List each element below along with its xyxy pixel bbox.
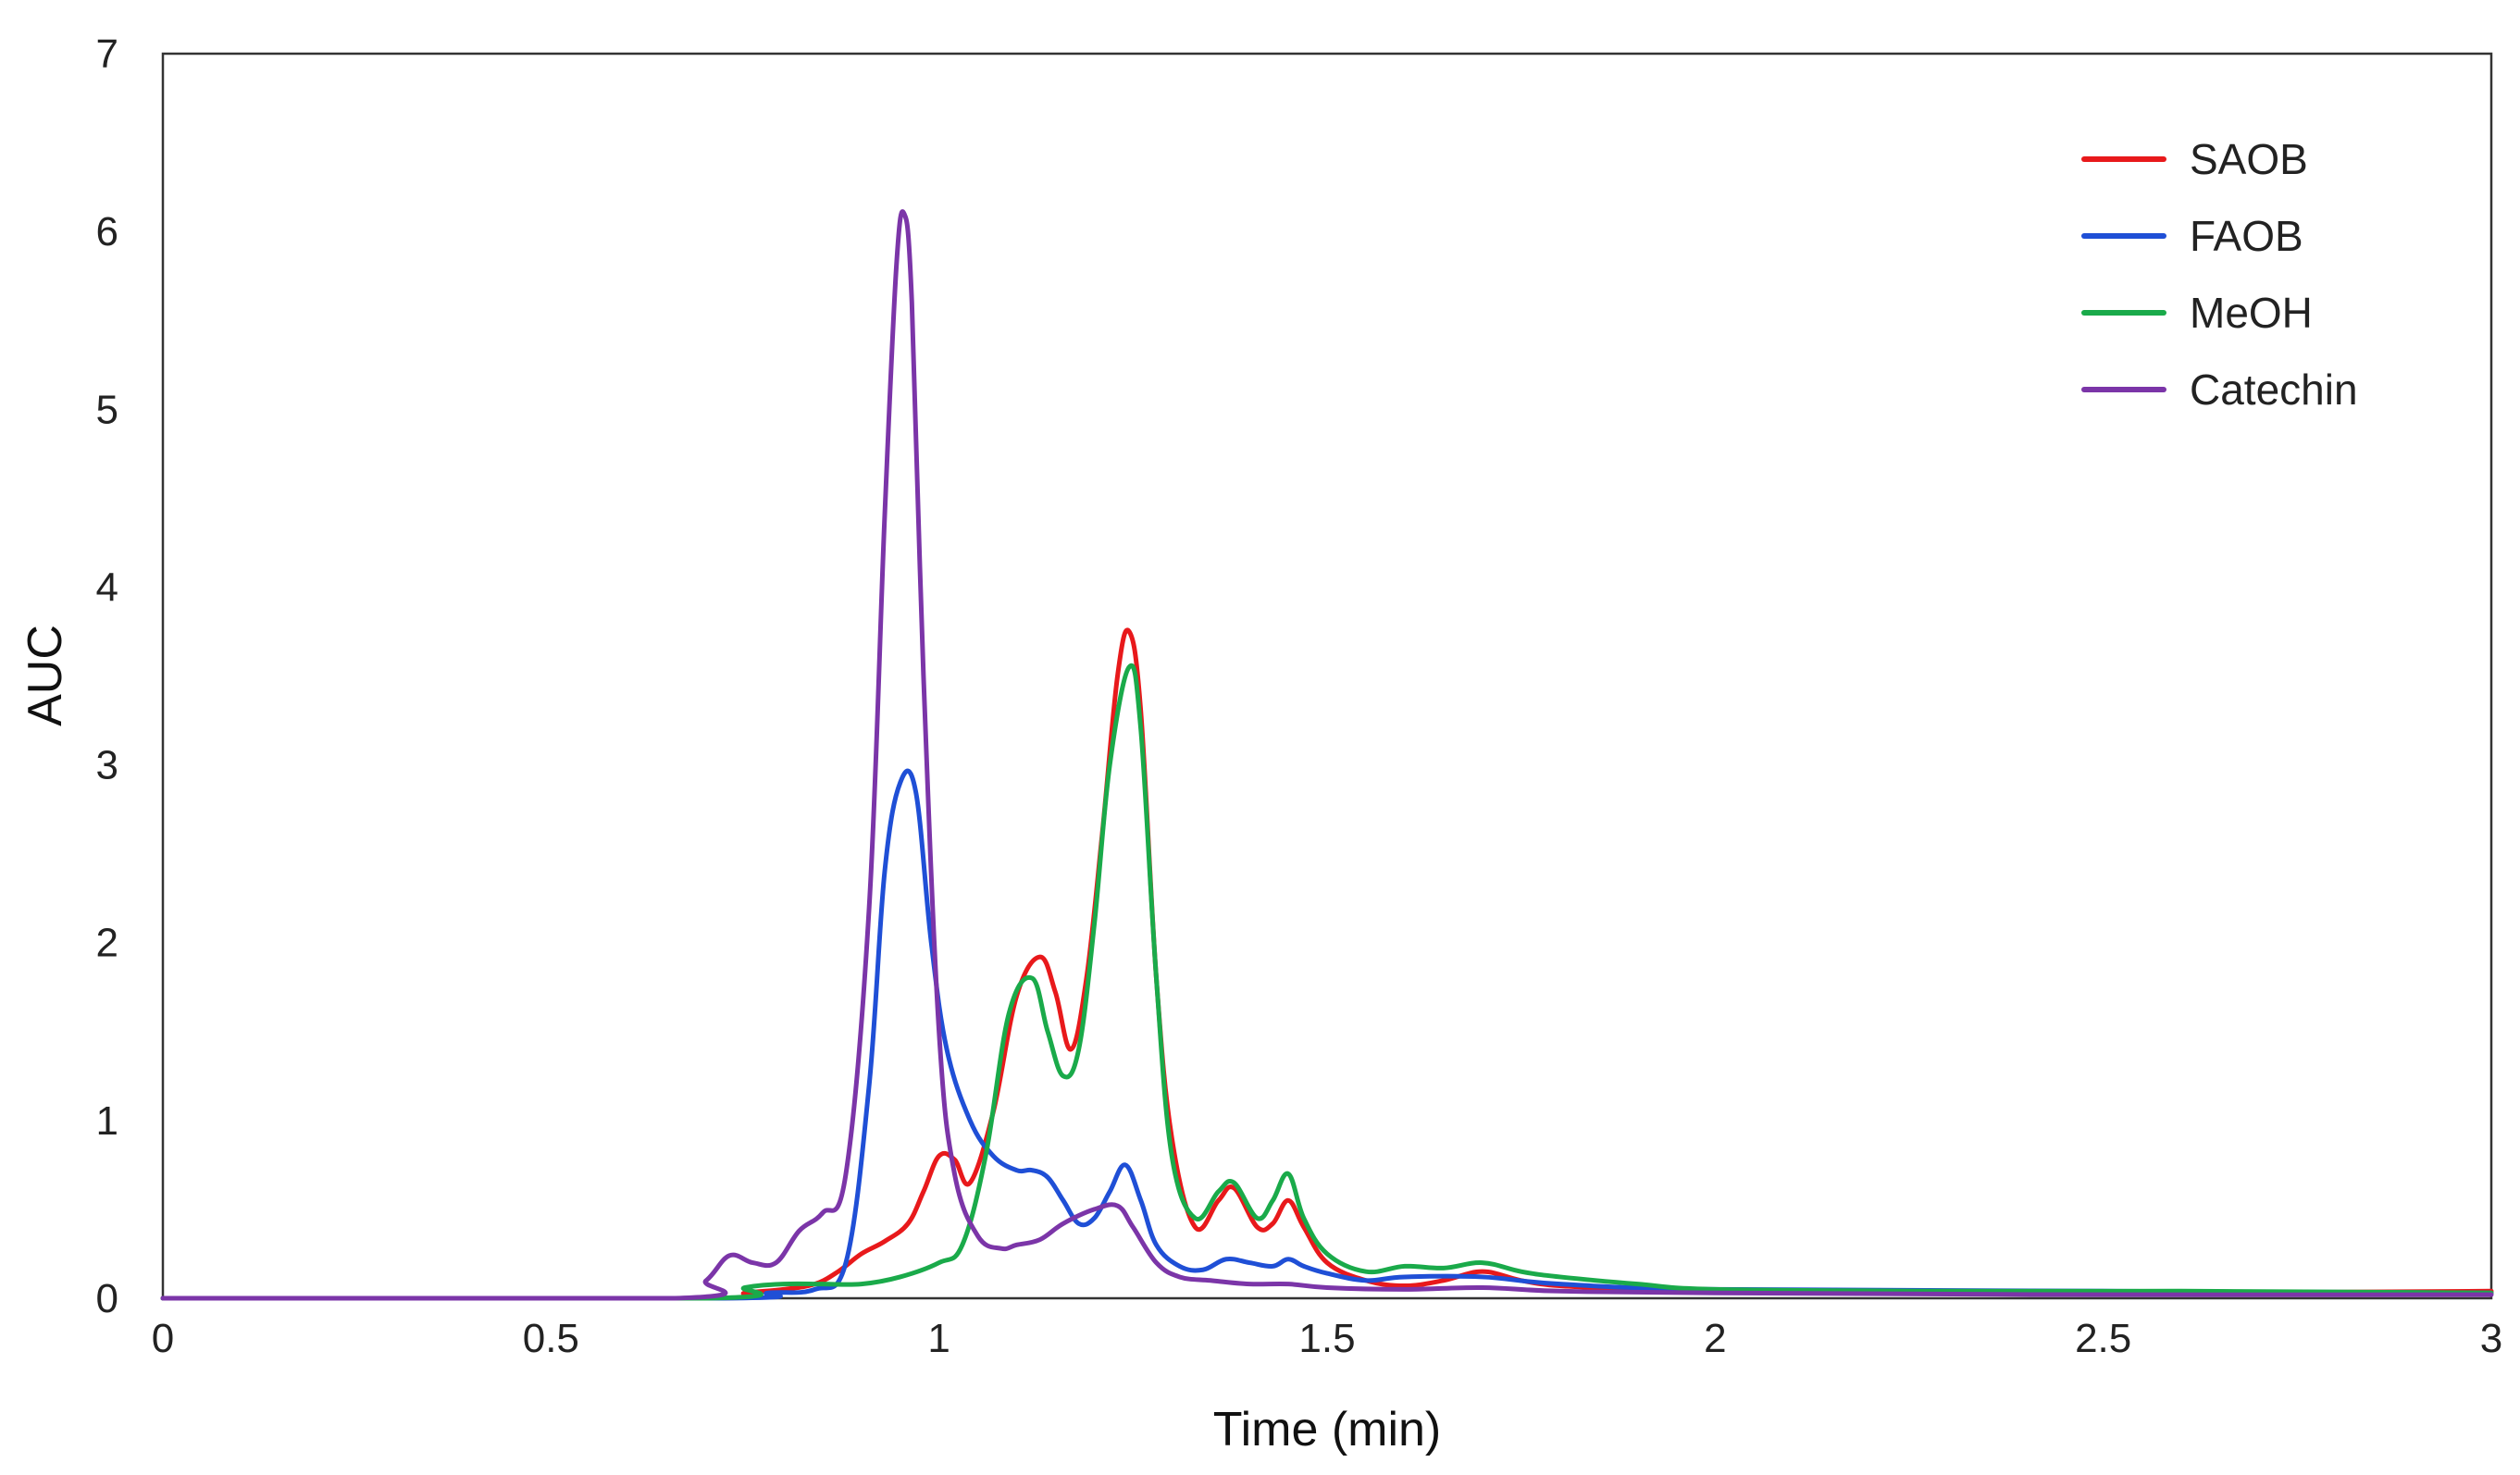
y-axis-ticks: 0 1 2 3 4 5 6 7 — [96, 31, 118, 1321]
y-tick-label: 2 — [96, 921, 118, 966]
legend: SAOB FAOB MeOH Catechin — [2081, 135, 2358, 414]
y-tick-label: 5 — [96, 387, 118, 432]
x-tick-label: 0.5 — [523, 1316, 579, 1361]
plot-area-frame — [161, 52, 2493, 1300]
x-tick-label: 3 — [2480, 1316, 2502, 1361]
y-tick-label: 1 — [96, 1098, 118, 1144]
y-tick-label: 3 — [96, 743, 118, 788]
y-axis-title: AUC — [19, 625, 72, 726]
series-line-faob — [160, 768, 2494, 1301]
x-tick-label: 2.5 — [2075, 1316, 2131, 1361]
y-tick-label: 4 — [96, 564, 118, 610]
y-tick-label: 0 — [96, 1276, 118, 1321]
x-tick-label: 2 — [1704, 1316, 1726, 1361]
legend-label-catechin: Catechin — [2190, 366, 2358, 414]
x-tick-label: 0 — [152, 1316, 174, 1361]
x-tick-label: 1 — [927, 1316, 950, 1361]
legend-label-saob: SAOB — [2190, 135, 2308, 183]
y-tick-label: 6 — [96, 209, 118, 254]
series-line-meoh — [160, 663, 2494, 1301]
series-line-catechin — [160, 209, 2494, 1301]
legend-label-meoh: MeOH — [2190, 289, 2313, 337]
series-lines — [160, 209, 2494, 1301]
x-tick-label: 1.5 — [1298, 1316, 1355, 1361]
legend-label-faob: FAOB — [2190, 212, 2303, 260]
x-axis-ticks: 0 0.5 1 1.5 2 2.5 3 — [152, 1316, 2502, 1361]
x-axis-title: Time (min) — [1213, 1403, 1442, 1456]
y-tick-label: 7 — [96, 31, 118, 77]
